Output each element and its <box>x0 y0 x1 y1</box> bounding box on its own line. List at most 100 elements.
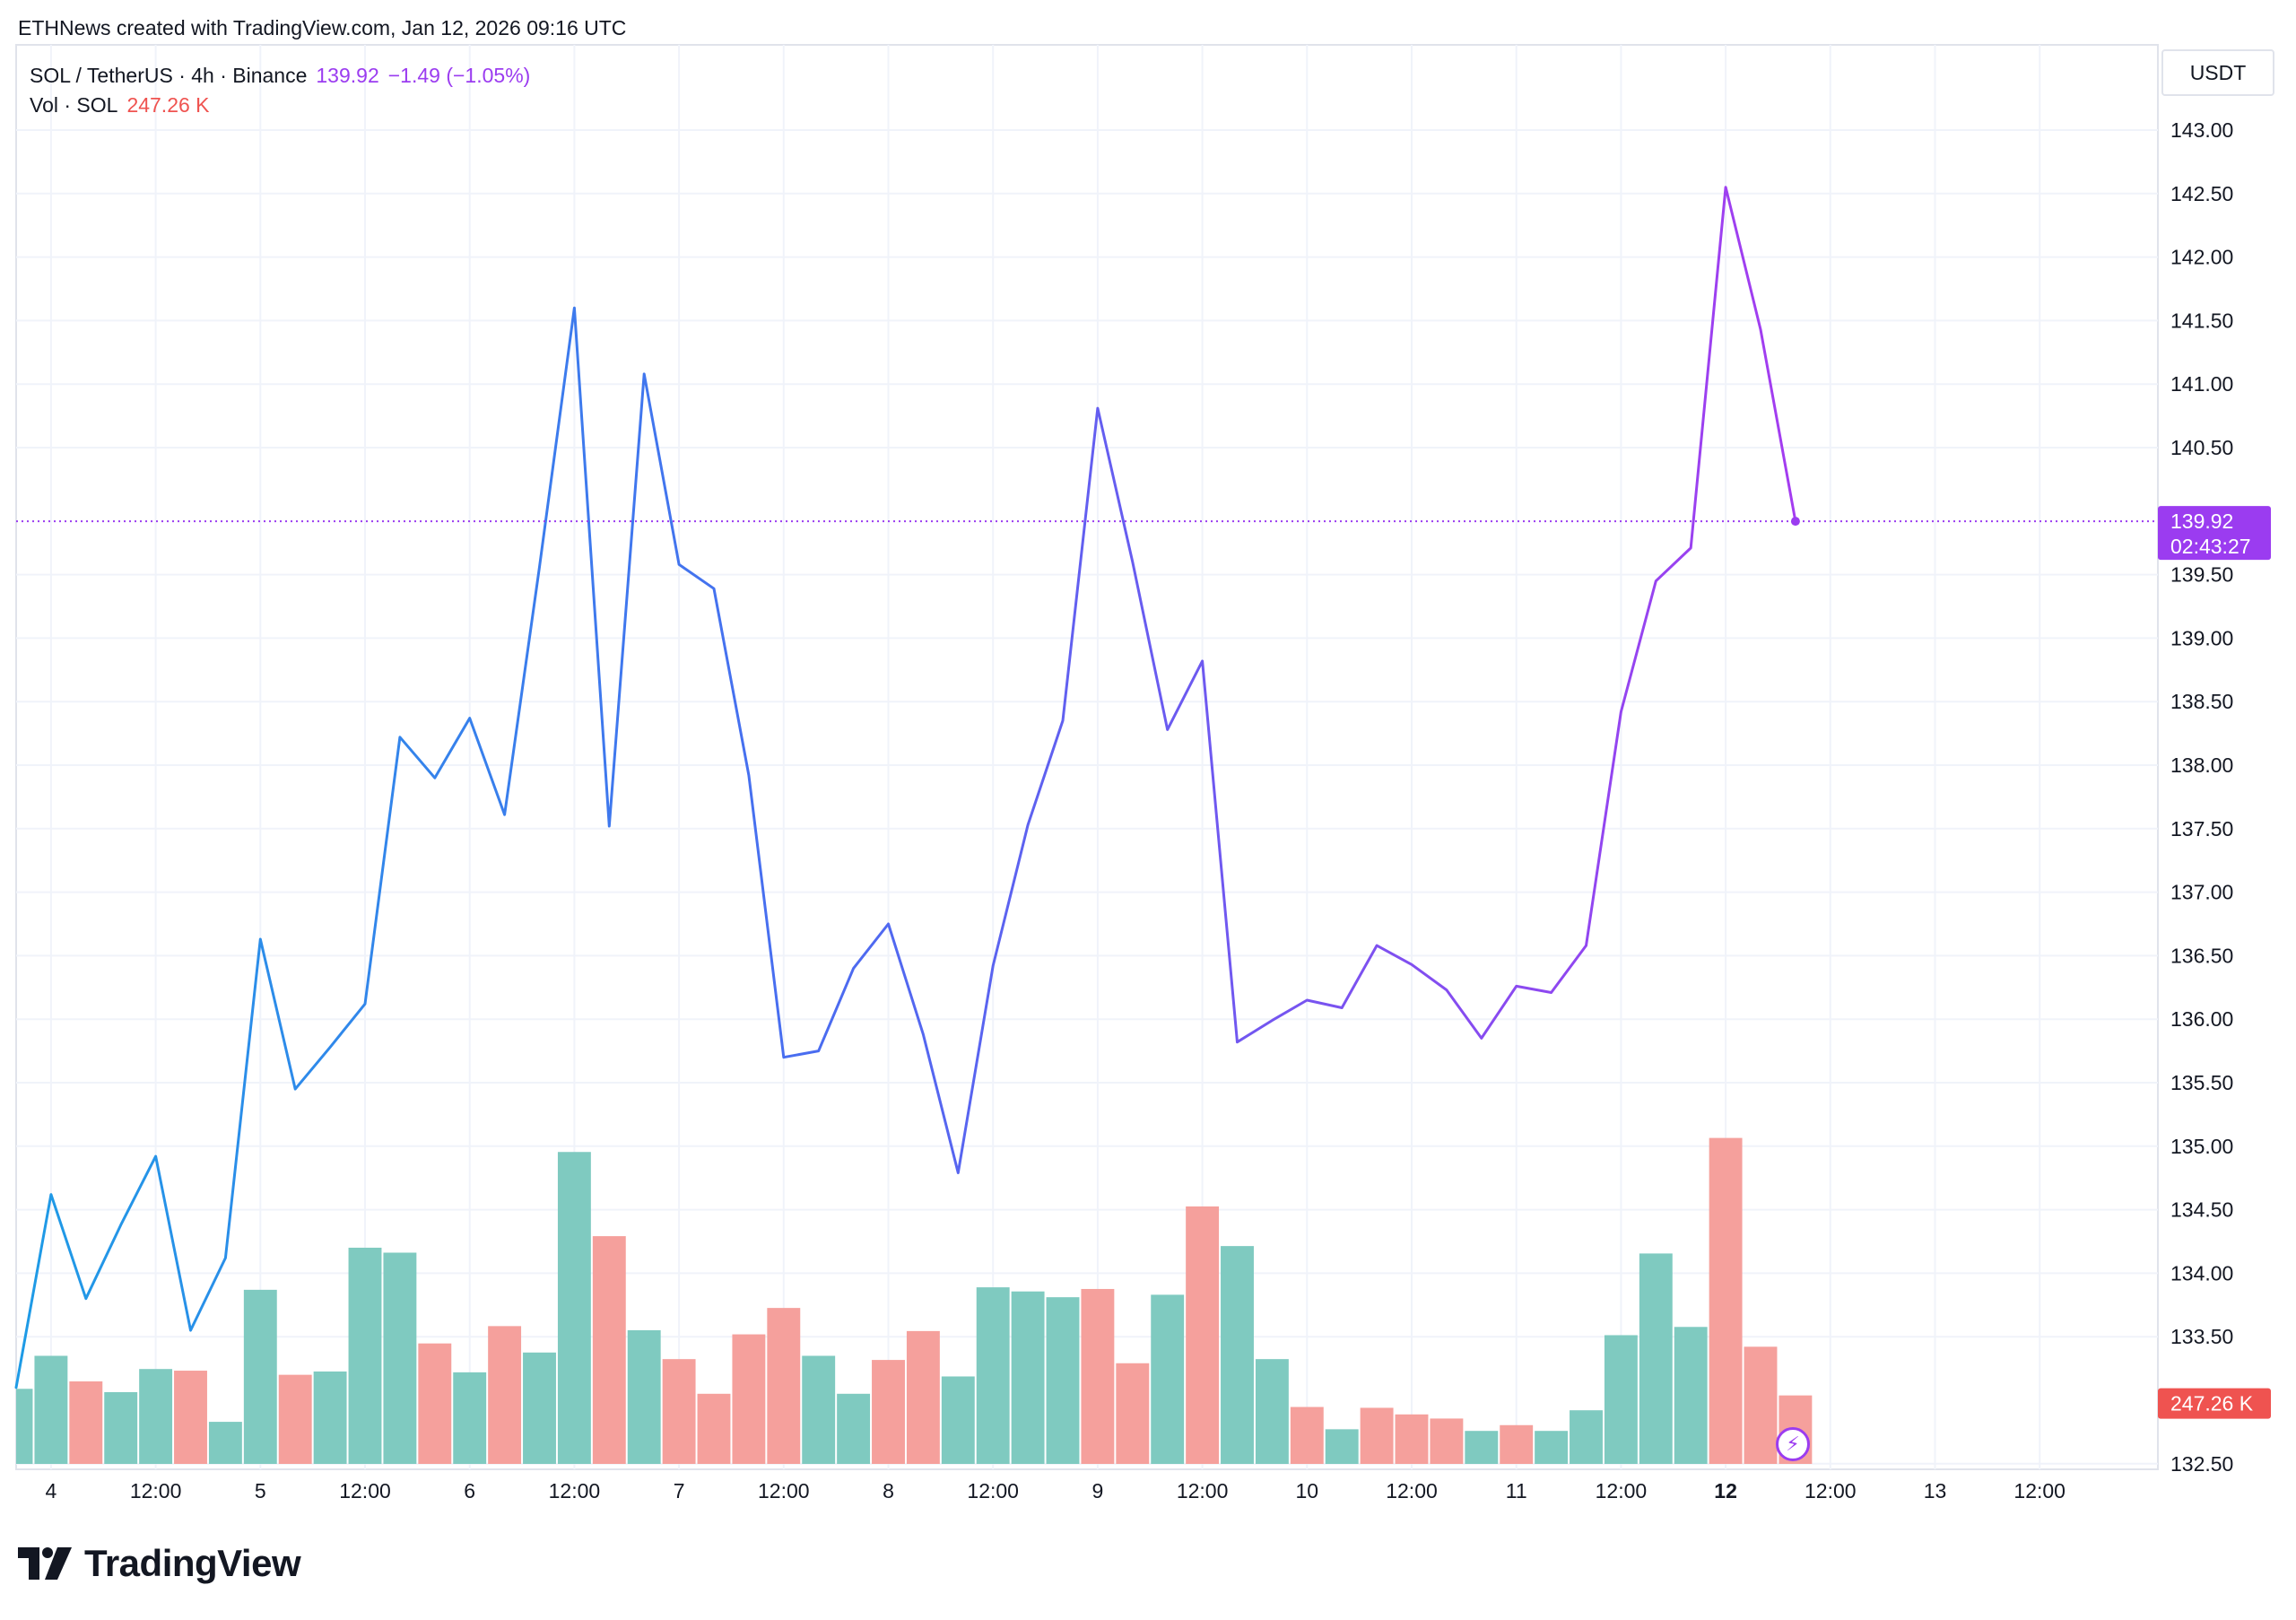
volume-bar <box>872 1360 905 1464</box>
y-axis[interactable]: 143.00 142.50 142.00 141.50 141.00 140.50 139.… <box>2170 118 2233 1476</box>
volume-bar <box>1255 1359 1289 1464</box>
volume-tag-value: 247.26 K <box>2170 1392 2254 1415</box>
price-tag-price: 139.92 <box>2170 510 2233 533</box>
volume-bar <box>1186 1206 1220 1464</box>
y-tick-label: 139.00 <box>2170 626 2233 649</box>
volume-bar <box>1081 1288 1115 1464</box>
volume-bar <box>139 1369 173 1464</box>
tradingview-logo-icon <box>18 1547 72 1580</box>
volume-bar <box>104 1391 138 1464</box>
price-line-layer <box>14 186 2158 1389</box>
volume-bar <box>837 1393 871 1464</box>
y-tick-label: 134.00 <box>2170 1261 2233 1285</box>
y-tick-label: 142.00 <box>2170 246 2233 269</box>
x-tick-label: 12:00 <box>758 1479 810 1502</box>
volume-bar <box>1011 1291 1045 1464</box>
x-tick-label: 7 <box>674 1479 685 1502</box>
y-tick-label: 135.00 <box>2170 1135 2233 1158</box>
x-tick-label: 12:00 <box>130 1479 182 1502</box>
y-tick-label: 136.00 <box>2170 1007 2233 1031</box>
volume-bar <box>732 1334 766 1464</box>
x-tick-label: 5 <box>255 1479 266 1502</box>
y-tick-label: 142.50 <box>2170 182 2233 205</box>
volume-bar <box>662 1359 696 1464</box>
symbol-legend[interactable]: SOL / TetherUS · 4h · Binance 139.92 −1.49… <box>30 64 530 88</box>
volume-bar <box>976 1287 1010 1464</box>
currency-button[interactable]: USDT <box>2161 49 2274 96</box>
x-tick-label: 12:00 <box>1805 1479 1857 1502</box>
volume-bar <box>1570 1410 1603 1464</box>
volume-value: 247.26 K <box>126 93 210 117</box>
y-tick-label: 137.50 <box>2170 817 2233 840</box>
tradingview-logo: TradingView <box>18 1541 301 1586</box>
price-change-value: −1.49 (−1.05%) <box>387 64 531 87</box>
symbol-label: SOL / TetherUS · 4h · Binance <box>30 64 308 87</box>
volume-bar <box>34 1355 68 1464</box>
volume-bar <box>208 1422 242 1464</box>
volume-bar <box>1221 1246 1254 1464</box>
volume-bar <box>1116 1363 1150 1464</box>
volume-bar <box>1046 1297 1080 1464</box>
volume-bar <box>418 1343 452 1464</box>
volume-bar <box>802 1355 836 1464</box>
volume-bar <box>767 1308 801 1464</box>
volume-bar <box>1290 1407 1324 1464</box>
volume-bar <box>1639 1253 1673 1464</box>
attribution-text: ETHNews created with TradingView.com, Ja… <box>18 16 627 39</box>
y-tick-label: 139.50 <box>2170 563 2233 587</box>
y-tick-label: 137.00 <box>2170 881 2233 904</box>
x-tick-label: 12:00 <box>2013 1479 2066 1502</box>
volume-bar <box>1360 1407 1394 1464</box>
x-tick-label: 12:00 <box>967 1479 1019 1502</box>
volume-bar <box>1325 1429 1359 1464</box>
x-tick-label: 6 <box>464 1479 475 1502</box>
volume-bar <box>1500 1424 1534 1464</box>
y-tick-label: 138.00 <box>2170 753 2233 777</box>
volume-bar <box>1535 1431 1569 1464</box>
x-tick-label: 10 <box>1296 1479 1319 1502</box>
volume-bar <box>278 1374 312 1464</box>
brand-name: TradingView <box>84 1542 301 1584</box>
volume-bar <box>592 1236 626 1464</box>
x-axis[interactable]: 4 12:00 5 12:00 6 12:00 7 12:00 8 12:00 9 12:00 10 12… <box>46 1479 2066 1502</box>
volume-bar <box>1709 1137 1743 1464</box>
volume-bar <box>383 1252 417 1464</box>
volume-bar <box>348 1247 382 1464</box>
volume-bars <box>16 1137 1813 1464</box>
x-tick-label: 12:00 <box>1177 1479 1229 1502</box>
volume-bar <box>627 1329 661 1464</box>
y-tick-label: 136.50 <box>2170 944 2233 967</box>
x-tick-label: 12:00 <box>339 1479 391 1502</box>
x-tick-label: 12:00 <box>1596 1479 1648 1502</box>
y-tick-label: 133.50 <box>2170 1325 2233 1348</box>
volume-bar <box>453 1372 487 1464</box>
y-tick-label: 143.00 <box>2170 118 2233 142</box>
volume-bar <box>174 1371 207 1464</box>
price-tag-bg <box>2158 506 2271 561</box>
y-tick-label: 135.50 <box>2170 1071 2233 1094</box>
price-line <box>14 186 1797 1389</box>
lightning-icon[interactable]: ⚡ <box>1776 1427 1810 1461</box>
grid <box>16 45 2158 1469</box>
x-tick-label: 11 <box>1506 1479 1527 1502</box>
volume-bar <box>557 1152 591 1464</box>
volume-legend[interactable]: Vol · SOL 247.26 K <box>30 93 210 118</box>
y-tick-label: 141.00 <box>2170 372 2233 396</box>
volume-bar <box>941 1376 975 1464</box>
y-tick-label: 138.50 <box>2170 690 2233 713</box>
x-tick-label: 4 <box>46 1479 57 1502</box>
volume-bar <box>313 1371 347 1464</box>
volume-bar <box>697 1393 731 1464</box>
x-tick-label: 13 <box>1924 1479 1947 1502</box>
last-price-dot <box>1790 517 1800 527</box>
x-tick-label: 9 <box>1092 1479 1104 1502</box>
volume-label: Vol · SOL <box>30 93 118 117</box>
y-tick-label: 134.50 <box>2170 1198 2233 1222</box>
x-tick-label: 12:00 <box>549 1479 601 1502</box>
x-tick-label: 12 <box>1714 1479 1737 1502</box>
last-price-value: 139.92 <box>316 64 379 87</box>
x-tick-label: 8 <box>883 1479 894 1502</box>
